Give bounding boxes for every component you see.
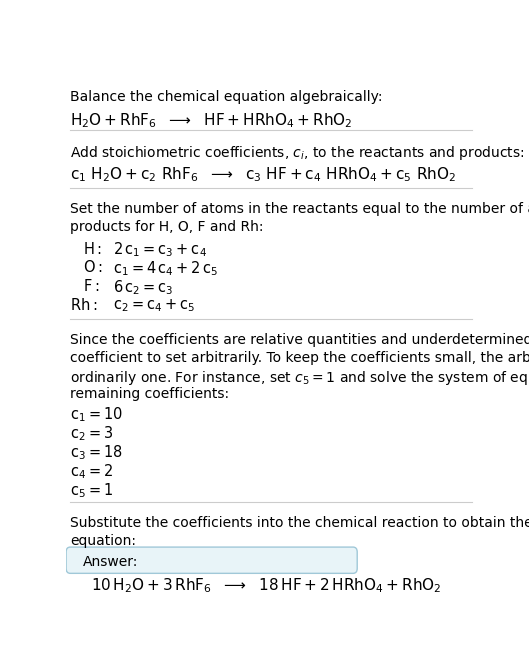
Text: Balance the chemical equation algebraically:: Balance the chemical equation algebraica…	[70, 90, 382, 104]
Text: $\mathrm{Rh:}$: $\mathrm{Rh:}$	[70, 297, 98, 313]
Text: $\mathrm{10\,H_2O + 3\,RhF_6\ \ \longrightarrow\ \ 18\,HF + 2\,HRhO_4 + RhO_2}$: $\mathrm{10\,H_2O + 3\,RhF_6\ \ \longrig…	[91, 576, 441, 595]
Text: $\mathrm{c_2 = c_4 + c_5}$: $\mathrm{c_2 = c_4 + c_5}$	[113, 297, 195, 314]
Text: $\mathrm{F:}$: $\mathrm{F:}$	[83, 278, 99, 294]
Text: $\mathrm{c_1\ H_2O + c_2\ RhF_6\ \ \longrightarrow\ \ c_3\ HF + c_4\ HRhO_4 + c_: $\mathrm{c_1\ H_2O + c_2\ RhF_6\ \ \long…	[70, 166, 457, 184]
Text: $\mathrm{c_2 = 3}$: $\mathrm{c_2 = 3}$	[70, 424, 113, 443]
Text: Answer:: Answer:	[83, 554, 138, 569]
Text: $\mathrm{c_1 = 4\,c_4 + 2\,c_5}$: $\mathrm{c_1 = 4\,c_4 + 2\,c_5}$	[113, 259, 218, 278]
Text: Set the number of atoms in the reactants equal to the number of atoms in the: Set the number of atoms in the reactants…	[70, 202, 529, 216]
Text: equation:: equation:	[70, 534, 136, 548]
Text: remaining coefficients:: remaining coefficients:	[70, 387, 230, 401]
Text: coefficient to set arbitrarily. To keep the coefficients small, the arbitrary va: coefficient to set arbitrarily. To keep …	[70, 351, 529, 365]
Text: $\mathrm{6\,c_2 = c_3}$: $\mathrm{6\,c_2 = c_3}$	[113, 278, 174, 297]
Text: $\mathrm{2\,c_1 = c_3 + c_4}$: $\mathrm{2\,c_1 = c_3 + c_4}$	[113, 241, 207, 259]
Text: $\mathrm{c_1 = 10}$: $\mathrm{c_1 = 10}$	[70, 406, 123, 424]
Text: Substitute the coefficients into the chemical reaction to obtain the balanced: Substitute the coefficients into the che…	[70, 516, 529, 530]
Text: ordinarily one. For instance, set $c_5 = 1$ and solve the system of equations fo: ordinarily one. For instance, set $c_5 =…	[70, 369, 529, 387]
Text: $\mathrm{H:}$: $\mathrm{H:}$	[83, 241, 102, 256]
Text: Add stoichiometric coefficients, $c_i$, to the reactants and products:: Add stoichiometric coefficients, $c_i$, …	[70, 144, 525, 162]
Text: $\mathrm{H_2O + RhF_6\ \ \longrightarrow\ \ HF + HRhO_4 + RhO_2}$: $\mathrm{H_2O + RhF_6\ \ \longrightarrow…	[70, 111, 353, 130]
FancyBboxPatch shape	[66, 547, 357, 573]
Text: $\mathrm{c_4 = 2}$: $\mathrm{c_4 = 2}$	[70, 463, 113, 481]
Text: $\mathrm{c_5 = 1}$: $\mathrm{c_5 = 1}$	[70, 481, 113, 500]
Text: $\mathrm{O:}$: $\mathrm{O:}$	[83, 259, 102, 276]
Text: products for H, O, F and Rh:: products for H, O, F and Rh:	[70, 220, 264, 234]
Text: Since the coefficients are relative quantities and underdetermined, choose a: Since the coefficients are relative quan…	[70, 333, 529, 347]
Text: $\mathrm{c_3 = 18}$: $\mathrm{c_3 = 18}$	[70, 444, 123, 462]
